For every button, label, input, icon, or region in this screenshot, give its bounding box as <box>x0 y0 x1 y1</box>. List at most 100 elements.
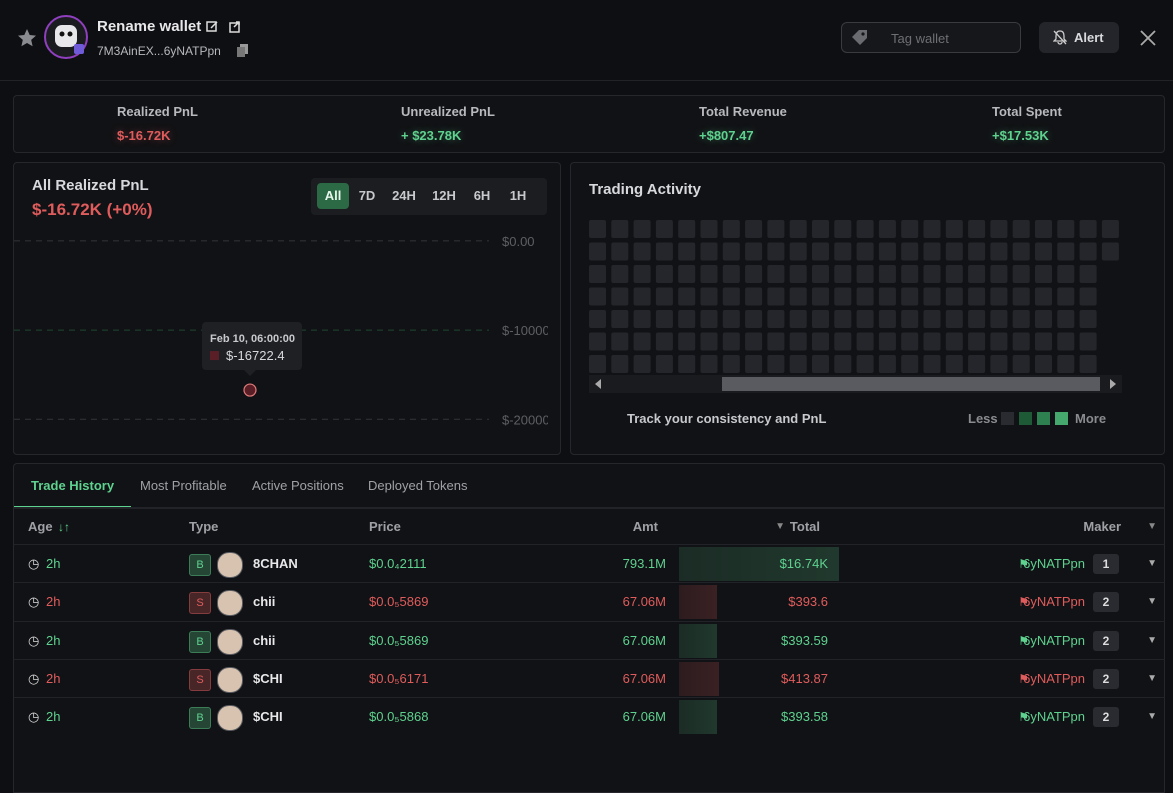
activity-cell <box>812 332 829 351</box>
trade-age: 2h <box>46 670 61 686</box>
activity-cell <box>1012 287 1030 306</box>
tab[interactable]: Most Profitable <box>140 478 227 493</box>
activity-cell <box>745 242 763 261</box>
activity-cell <box>1012 310 1030 328</box>
wallet-name[interactable]: Rename wallet <box>97 18 202 35</box>
tag-icon <box>852 30 867 45</box>
close-icon[interactable] <box>1139 29 1157 47</box>
stat-value: $-16.72K <box>117 128 171 143</box>
filter-icon[interactable]: ▼ <box>1147 521 1157 532</box>
stats-bar: Realized PnL $-16.72K Unrealized PnL + $23.… <box>13 95 1165 153</box>
activity-cell <box>990 355 1008 373</box>
wallet-address: 7M3AinEX...6yNATPpn <box>97 44 221 58</box>
trade-amount: 67.06M <box>622 594 666 610</box>
activity-panel: Trading Activity Track your consistency … <box>570 162 1165 455</box>
total-bar <box>679 661 719 696</box>
filter-icon[interactable]: ▼ <box>1147 711 1157 723</box>
tab[interactable]: Deployed Tokens <box>368 478 468 493</box>
trade-amount: 67.06M <box>622 709 666 725</box>
activity-cell <box>1035 265 1052 283</box>
maker-count: 1 <box>1093 554 1119 574</box>
copy-icon[interactable] <box>237 44 249 57</box>
activity-cell <box>611 265 629 283</box>
activity-cell <box>789 265 807 283</box>
filter-icon[interactable]: ▼ <box>1147 558 1157 569</box>
activity-cell <box>678 265 696 283</box>
activity-cell <box>633 332 651 351</box>
range-button[interactable]: 12H <box>432 188 456 203</box>
activity-cell <box>611 355 629 373</box>
tab-bar: Trade History Most Profitable Active Posit… <box>14 464 1164 509</box>
tag-input[interactable]: Tag wallet <box>841 22 1021 53</box>
activity-cell <box>1057 355 1075 373</box>
activity-cell <box>767 355 785 373</box>
range-button[interactable]: All <box>317 183 349 209</box>
range-button[interactable]: 1H <box>509 188 527 203</box>
maker-icon: ⚑ <box>1018 595 1029 610</box>
side-badge: B <box>189 554 211 576</box>
clock-icon: ◷ <box>28 670 40 686</box>
filter-icon[interactable]: ▼ <box>1147 634 1157 646</box>
activity-cell <box>968 242 986 261</box>
range-button[interactable]: 7D <box>358 188 376 203</box>
y-tick-label: $-20000 <box>502 412 548 427</box>
maker-count: 2 <box>1093 668 1119 689</box>
scroll-left[interactable] <box>595 379 601 389</box>
trade-price: $0.0₅5869 <box>369 632 429 648</box>
trade-age: 2h <box>46 632 61 648</box>
activity-cell <box>1057 242 1075 261</box>
trade-amount: 793.1M <box>622 556 666 571</box>
alert-label: Alert <box>1074 30 1104 45</box>
activity-cell <box>812 242 829 261</box>
token-name[interactable]: chii <box>253 594 276 610</box>
range-button[interactable]: 6H <box>473 188 491 203</box>
filter-icon[interactable]: ▼ <box>775 521 785 532</box>
token-name[interactable]: $CHI <box>253 709 283 725</box>
activity-cell <box>878 265 896 283</box>
activity-cell <box>1035 310 1052 328</box>
stat-label: Total Spent <box>992 104 1062 119</box>
maker-name[interactable]: 6yNATPpn <box>1023 556 1085 571</box>
activity-cell <box>968 332 986 351</box>
sort-icon[interactable]: ↓↑ <box>58 520 70 534</box>
activity-title: Trading Activity <box>589 181 701 198</box>
maker-name[interactable]: 6yNATPpn <box>1023 670 1085 686</box>
alert-button[interactable]: Alert <box>1039 22 1119 53</box>
token-name[interactable]: chii <box>253 632 276 648</box>
activity-cell <box>923 310 941 328</box>
activity-cell <box>789 310 807 328</box>
filter-icon[interactable]: ▼ <box>1147 672 1157 684</box>
activity-cell <box>878 220 896 238</box>
maker-name[interactable]: 6yNATPpn <box>1023 594 1085 610</box>
maker-name[interactable]: 6yNATPpn <box>1023 632 1085 648</box>
range-selector: All 7D 24H 12H 6H 1H <box>311 178 547 215</box>
trade-price: $0.0₅6171 <box>369 670 429 686</box>
maker-name[interactable]: 6yNATPpn <box>1023 709 1085 725</box>
scroll-right[interactable] <box>1110 379 1116 389</box>
activity-cell <box>611 242 629 261</box>
activity-cell <box>745 332 763 351</box>
activity-cell <box>1035 220 1052 238</box>
activity-cell <box>678 287 696 306</box>
total-bar <box>679 585 717 620</box>
clock-icon: ◷ <box>28 594 40 610</box>
star-icon[interactable] <box>16 27 38 49</box>
activity-cell <box>678 220 696 238</box>
token-name[interactable]: $CHI <box>253 670 283 686</box>
activity-cell <box>633 310 651 328</box>
activity-cell <box>700 355 718 373</box>
trade-amount: 67.06M <box>622 670 666 686</box>
activity-cell <box>745 287 763 306</box>
token-name[interactable]: 8CHAN <box>253 556 298 571</box>
activity-cell <box>1012 355 1030 373</box>
activity-cell <box>678 332 696 351</box>
activity-cell <box>834 242 852 261</box>
edit-link-icons[interactable] <box>206 20 240 34</box>
tab[interactable]: Active Positions <box>252 478 344 493</box>
range-button[interactable]: 24H <box>392 188 416 203</box>
activity-cell <box>700 310 718 328</box>
filter-icon[interactable]: ▼ <box>1147 596 1157 608</box>
tab[interactable]: Trade History <box>31 478 115 493</box>
column-header: Age <box>28 519 53 534</box>
activity-cell <box>968 265 986 283</box>
